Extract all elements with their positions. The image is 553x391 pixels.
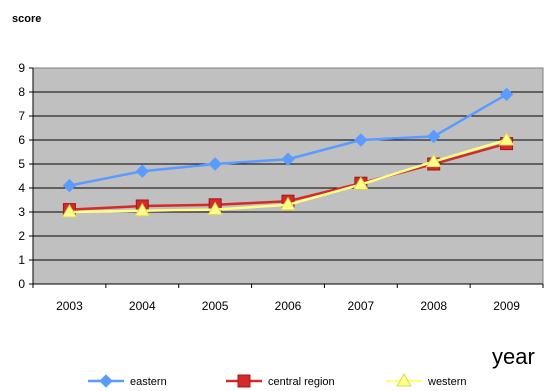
x-tick-label-2004: 2004 <box>129 299 156 313</box>
data-point-eastern-2005 <box>208 157 222 171</box>
x-tick-label-2006: 2006 <box>275 299 302 313</box>
x-tick-label-2003: 2003 <box>56 299 83 313</box>
legend-item-central-region: central region <box>226 374 335 388</box>
x-axis-ticks: 2003 2004 2005 2006 2007 2008 2009 <box>56 299 520 313</box>
y-tick-label-7: 7 <box>18 109 25 123</box>
plot-area <box>32 67 544 285</box>
y-tick-label-1: 1 <box>18 253 25 267</box>
data-point-western-2009 <box>498 132 515 146</box>
series-western <box>61 132 515 218</box>
data-point-western-2005 <box>207 201 224 216</box>
data-point-eastern-2006 <box>281 152 295 166</box>
y-tick-label-9: 9 <box>18 61 25 75</box>
x-tick-label-2008: 2008 <box>420 299 447 313</box>
x-axis-label: year <box>492 344 535 369</box>
y-tick-label-8: 8 <box>18 85 25 99</box>
legend-item-eastern: eastern <box>88 374 167 388</box>
y-tick-label-2: 2 <box>18 229 25 243</box>
legend-label-central-region: central region <box>268 376 335 388</box>
data-point-eastern-2009 <box>499 87 514 102</box>
legend-marker-central-region <box>237 374 251 388</box>
legend-marker-eastern <box>99 374 113 388</box>
data-point-western-2003 <box>61 204 78 218</box>
data-point-eastern-2008 <box>427 129 441 144</box>
y-tick-label-0: 0 <box>18 277 25 291</box>
y-axis-ticks: 0 1 2 3 4 5 6 7 8 9 <box>18 61 25 291</box>
y-tick-label-5: 5 <box>18 157 25 171</box>
series-eastern <box>62 87 514 193</box>
y-axis-label: score <box>12 13 41 25</box>
x-tick-label-2009: 2009 <box>493 299 520 313</box>
data-point-eastern-2007 <box>354 133 368 147</box>
y-tick-label-4: 4 <box>18 181 25 195</box>
data-point-eastern-2003 <box>62 178 77 193</box>
y-tick-label-3: 3 <box>18 205 25 219</box>
data-point-western-2008 <box>425 153 442 168</box>
legend-item-western: western <box>386 373 467 388</box>
y-tick-label-6: 6 <box>18 133 25 147</box>
data-point-western-2006 <box>280 196 296 211</box>
legend: eastern central region western <box>88 373 467 388</box>
data-point-eastern-2004 <box>135 164 149 178</box>
series-layer <box>61 87 515 218</box>
data-point-western-2004 <box>134 202 151 217</box>
x-tick-label-2007: 2007 <box>348 299 375 313</box>
legend-label-western: western <box>427 376 467 388</box>
legend-label-eastern: eastern <box>130 376 167 388</box>
x-tick-label-2005: 2005 <box>202 299 229 313</box>
data-point-western-2007 <box>352 176 369 190</box>
legend-marker-western <box>396 373 412 387</box>
axes <box>29 67 544 288</box>
